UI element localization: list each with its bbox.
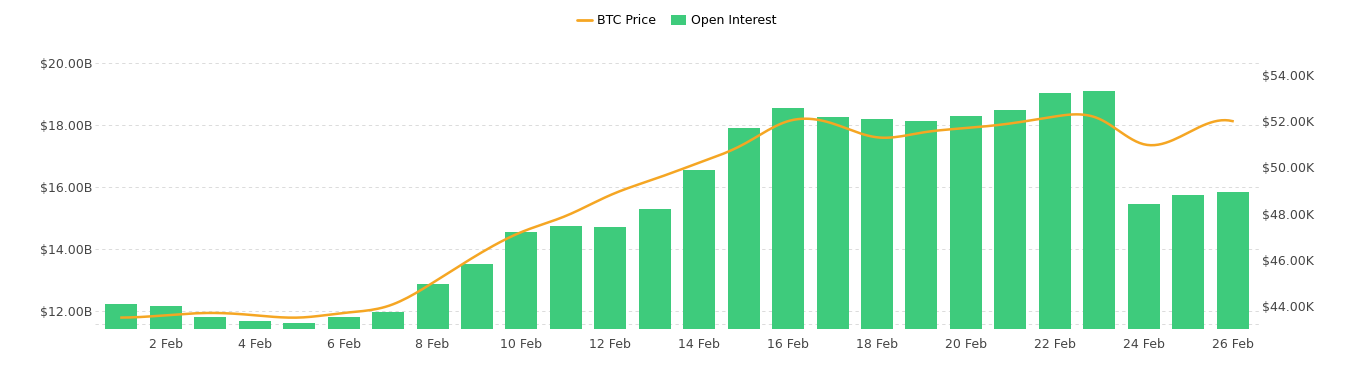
Bar [106, 304, 138, 374]
Bar [550, 226, 582, 374]
Bar [328, 318, 360, 374]
Bar [951, 116, 982, 374]
Bar [684, 170, 715, 374]
Bar [283, 323, 315, 374]
Bar [772, 108, 804, 374]
Bar [1173, 195, 1204, 374]
Bar [505, 232, 538, 374]
Bar [150, 306, 181, 374]
Bar [417, 284, 448, 374]
Bar [460, 264, 493, 374]
Bar [195, 317, 226, 374]
Bar [861, 119, 894, 374]
Bar [594, 227, 627, 374]
Bar [1216, 191, 1248, 374]
Bar [372, 312, 403, 374]
Bar [994, 110, 1026, 374]
Bar [1128, 204, 1159, 374]
Bar [1083, 91, 1116, 374]
Bar [816, 117, 849, 374]
Bar [238, 321, 271, 374]
Bar [906, 120, 937, 374]
Bar [727, 128, 760, 374]
Bar [1039, 93, 1071, 374]
Bar [639, 209, 670, 374]
Legend: BTC Price, Open Interest: BTC Price, Open Interest [577, 14, 777, 27]
